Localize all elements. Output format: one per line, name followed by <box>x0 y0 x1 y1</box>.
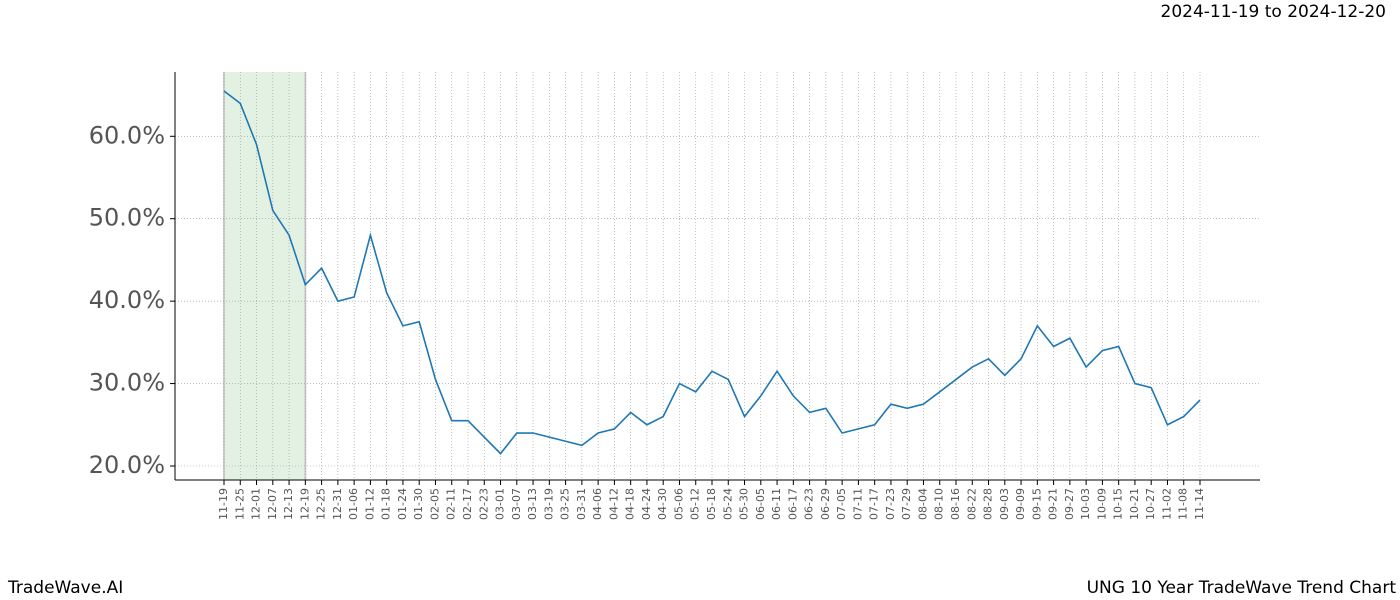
x-tick-label: 11-19 <box>217 488 230 520</box>
x-tick-label: 03-25 <box>559 488 572 520</box>
y-tick-label: 50.0% <box>89 204 165 232</box>
x-tick-label: 07-17 <box>868 488 881 520</box>
x-tick-label: 02-17 <box>461 488 474 520</box>
x-tick-label: 05-18 <box>705 488 718 520</box>
x-tick-label: 11-08 <box>1177 488 1190 520</box>
x-tick-label: 08-04 <box>916 488 929 520</box>
x-tick-label: 04-06 <box>591 488 604 520</box>
x-tick-label: 12-13 <box>282 488 295 520</box>
x-tick-label: 12-31 <box>331 488 344 520</box>
x-tick-label: 12-01 <box>250 488 263 520</box>
x-tick-label: 03-19 <box>542 488 555 520</box>
x-tick-label: 03-01 <box>494 488 507 520</box>
x-tick-label: 11-14 <box>1193 488 1206 520</box>
x-tick-label: 10-21 <box>1128 488 1141 520</box>
x-tick-label: 04-12 <box>607 488 620 520</box>
x-tick-label: 10-27 <box>1144 488 1157 520</box>
footer-right: UNG 10 Year TradeWave Trend Chart <box>1087 578 1397 598</box>
y-tick-label: 40.0% <box>89 286 165 314</box>
x-tick-label: 06-05 <box>754 488 767 520</box>
x-tick-label: 11-25 <box>233 488 246 520</box>
highlight-band <box>224 72 306 480</box>
x-tick-label: 09-03 <box>998 488 1011 520</box>
x-tick-label: 01-18 <box>380 488 393 520</box>
x-tick-label: 04-24 <box>640 488 653 520</box>
x-tick-label: 12-07 <box>266 488 279 520</box>
x-tick-label: 09-27 <box>1063 488 1076 520</box>
x-tick-label: 06-29 <box>819 488 832 520</box>
x-tick-label: 07-29 <box>900 488 913 520</box>
x-tick-label: 09-09 <box>1014 488 1027 520</box>
x-tick-label: 03-31 <box>575 488 588 520</box>
x-tick-label: 09-21 <box>1047 488 1060 520</box>
x-tick-label: 06-23 <box>803 488 816 520</box>
subtitle: 2024-11-19 to 2024-12-20 <box>1161 2 1386 22</box>
x-tick-label: 06-11 <box>770 488 783 520</box>
x-tick-label: 10-09 <box>1095 488 1108 520</box>
x-tick-label: 03-13 <box>526 488 539 520</box>
x-tick-label: 05-12 <box>689 488 702 520</box>
x-tick-label: 07-11 <box>851 488 864 520</box>
y-tick-label: 20.0% <box>89 451 165 479</box>
x-tick-label: 05-06 <box>672 488 685 520</box>
x-tick-label: 10-03 <box>1079 488 1092 520</box>
x-tick-label: 09-15 <box>1030 488 1043 520</box>
x-tick-label: 11-02 <box>1160 488 1173 520</box>
y-tick-label: 60.0% <box>89 121 165 149</box>
x-tick-label: 04-30 <box>656 488 669 520</box>
x-tick-label: 06-17 <box>786 488 799 520</box>
x-tick-label: 01-12 <box>363 488 376 520</box>
x-tick-label: 04-18 <box>624 488 637 520</box>
x-tick-label: 12-19 <box>298 488 311 520</box>
x-tick-label: 02-05 <box>428 488 441 520</box>
x-tick-label: 01-06 <box>347 488 360 520</box>
x-tick-label: 08-28 <box>982 488 995 520</box>
x-tick-label: 05-24 <box>721 488 734 520</box>
x-tick-label: 01-24 <box>396 488 409 520</box>
x-tick-label: 03-07 <box>510 488 523 520</box>
x-tick-label: 01-30 <box>412 488 425 520</box>
x-tick-label: 08-16 <box>949 488 962 520</box>
x-tick-label: 07-05 <box>835 488 848 520</box>
x-tick-label: 02-11 <box>445 488 458 520</box>
line-series <box>223 90 1201 455</box>
x-tick-label: 05-30 <box>738 488 751 520</box>
y-tick-label: 30.0% <box>89 369 165 397</box>
x-tick-label: 12-25 <box>315 488 328 520</box>
x-tick-label: 02-23 <box>477 488 490 520</box>
x-tick-label: 08-22 <box>965 488 978 520</box>
x-tick-label: 08-10 <box>933 488 946 520</box>
x-tick-label: 10-15 <box>1112 488 1125 520</box>
footer-left: TradeWave.AI <box>7 578 123 598</box>
x-tick-label: 07-23 <box>884 488 897 520</box>
